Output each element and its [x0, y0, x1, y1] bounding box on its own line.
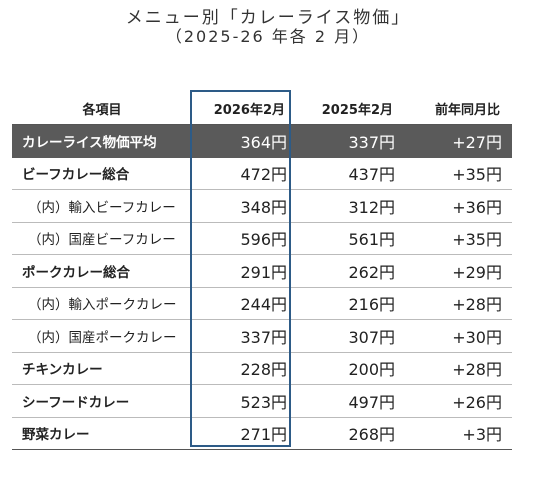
row-item: チキンカレー	[12, 352, 192, 385]
row-current: 291円	[192, 254, 297, 288]
header-item: 各項目	[12, 92, 192, 125]
row-item: シーフードカレー	[12, 384, 192, 418]
row-item: （内）国産ビーフカレー	[12, 222, 192, 255]
table-row: カレーライス物価平均 364円 337円 +27円	[12, 124, 512, 158]
row-current: 337円	[192, 319, 297, 353]
row-change: +36円	[405, 189, 512, 223]
row-previous: 312円	[297, 189, 405, 223]
table-row: （内）輸入ポークカレー 244円 216円 +28円	[12, 287, 512, 320]
row-item: ビーフカレー総合	[12, 157, 192, 190]
row-previous: 216円	[297, 287, 405, 320]
page-title: メニュー別「カレーライス物価」	[125, 8, 411, 28]
table-header-row: 各項目 2026年2月 2025年2月 前年同月比	[12, 92, 512, 125]
row-current: 244円	[192, 287, 297, 320]
row-item: 野菜カレー	[12, 417, 192, 450]
row-change: +26円	[405, 384, 512, 418]
curry-price-table: 各項目 2026年2月 2025年2月 前年同月比 カレーライス物価平均 364…	[12, 92, 512, 450]
row-change: +3円	[405, 417, 512, 450]
row-item: カレーライス物価平均	[12, 124, 192, 158]
row-item: （内）輸入ビーフカレー	[12, 189, 192, 223]
row-change: +27円	[405, 124, 512, 158]
table-row: ビーフカレー総合 472円 437円 +35円	[12, 157, 512, 190]
row-previous: 268円	[297, 417, 405, 450]
row-change: +35円	[405, 222, 512, 255]
row-previous: 437円	[297, 157, 405, 190]
header-current: 2026年2月	[192, 92, 297, 125]
table-row: シーフードカレー 523円 497円 +26円	[12, 384, 512, 418]
table-row: （内）国産ビーフカレー 596円 561円 +35円	[12, 222, 512, 255]
row-current: 472円	[192, 157, 297, 190]
table-row: チキンカレー 228円 200円 +28円	[12, 352, 512, 385]
row-item: ポークカレー総合	[12, 254, 192, 288]
page-subtitle: （2025-26 年各 2 月）	[165, 27, 371, 46]
row-current: 228円	[192, 352, 297, 385]
table-row: （内）国産ポークカレー 337円 307円 +30円	[12, 319, 512, 353]
table-row: （内）輸入ビーフカレー 348円 312円 +36円	[12, 189, 512, 223]
row-change: +28円	[405, 287, 512, 320]
row-item: （内）輸入ポークカレー	[12, 287, 192, 320]
row-previous: 497円	[297, 384, 405, 418]
row-change: +30円	[405, 319, 512, 353]
row-current: 364円	[192, 124, 297, 158]
row-item: （内）国産ポークカレー	[12, 319, 192, 353]
header-change: 前年同月比	[405, 92, 512, 125]
row-previous: 337円	[297, 124, 405, 158]
header-previous: 2025年2月	[297, 92, 405, 125]
row-current: 596円	[192, 222, 297, 255]
row-current: 271円	[192, 417, 297, 450]
row-change: +28円	[405, 352, 512, 385]
row-previous: 200円	[297, 352, 405, 385]
row-previous: 262円	[297, 254, 405, 288]
table-row: 野菜カレー 271円 268円 +3円	[12, 417, 512, 450]
table-row: ポークカレー総合 291円 262円 +29円	[12, 254, 512, 288]
row-current: 523円	[192, 384, 297, 418]
row-change: +35円	[405, 157, 512, 190]
row-previous: 561円	[297, 222, 405, 255]
row-previous: 307円	[297, 319, 405, 353]
row-current: 348円	[192, 189, 297, 223]
row-change: +29円	[405, 254, 512, 288]
